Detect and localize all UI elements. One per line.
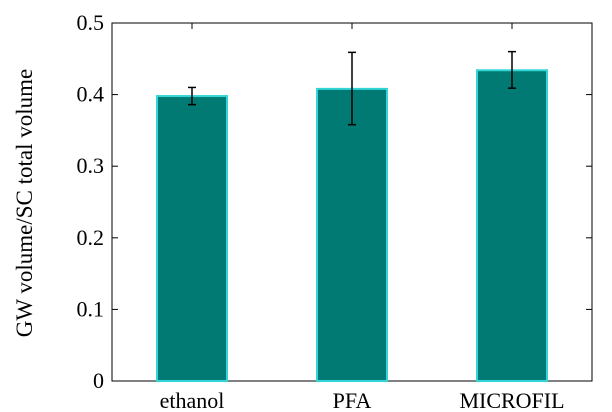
y-tick-label: 0.1: [77, 296, 105, 321]
x-tick-label: PFA: [333, 388, 372, 412]
y-tick-label: 0.3: [77, 153, 105, 178]
bar: [316, 87, 388, 382]
bar: [156, 95, 228, 382]
y-axis-title: GW volume/SC total volume: [12, 69, 37, 338]
y-tick-label: 0.5: [77, 10, 105, 35]
x-tick-label: MICROFIL: [459, 388, 564, 412]
x-tick-label: ethanol: [160, 388, 225, 412]
bar: [476, 69, 548, 382]
y-tick-label: 0.4: [77, 82, 105, 107]
y-tick-label: 0: [93, 368, 104, 393]
bars: [156, 69, 548, 382]
error-bars: [188, 50, 516, 126]
labels: 0 0.1 0.2 0.3 0.4 0.5 ethanol PFA MICROFIL: [77, 10, 565, 412]
y-tick-label: 0.2: [77, 225, 105, 250]
